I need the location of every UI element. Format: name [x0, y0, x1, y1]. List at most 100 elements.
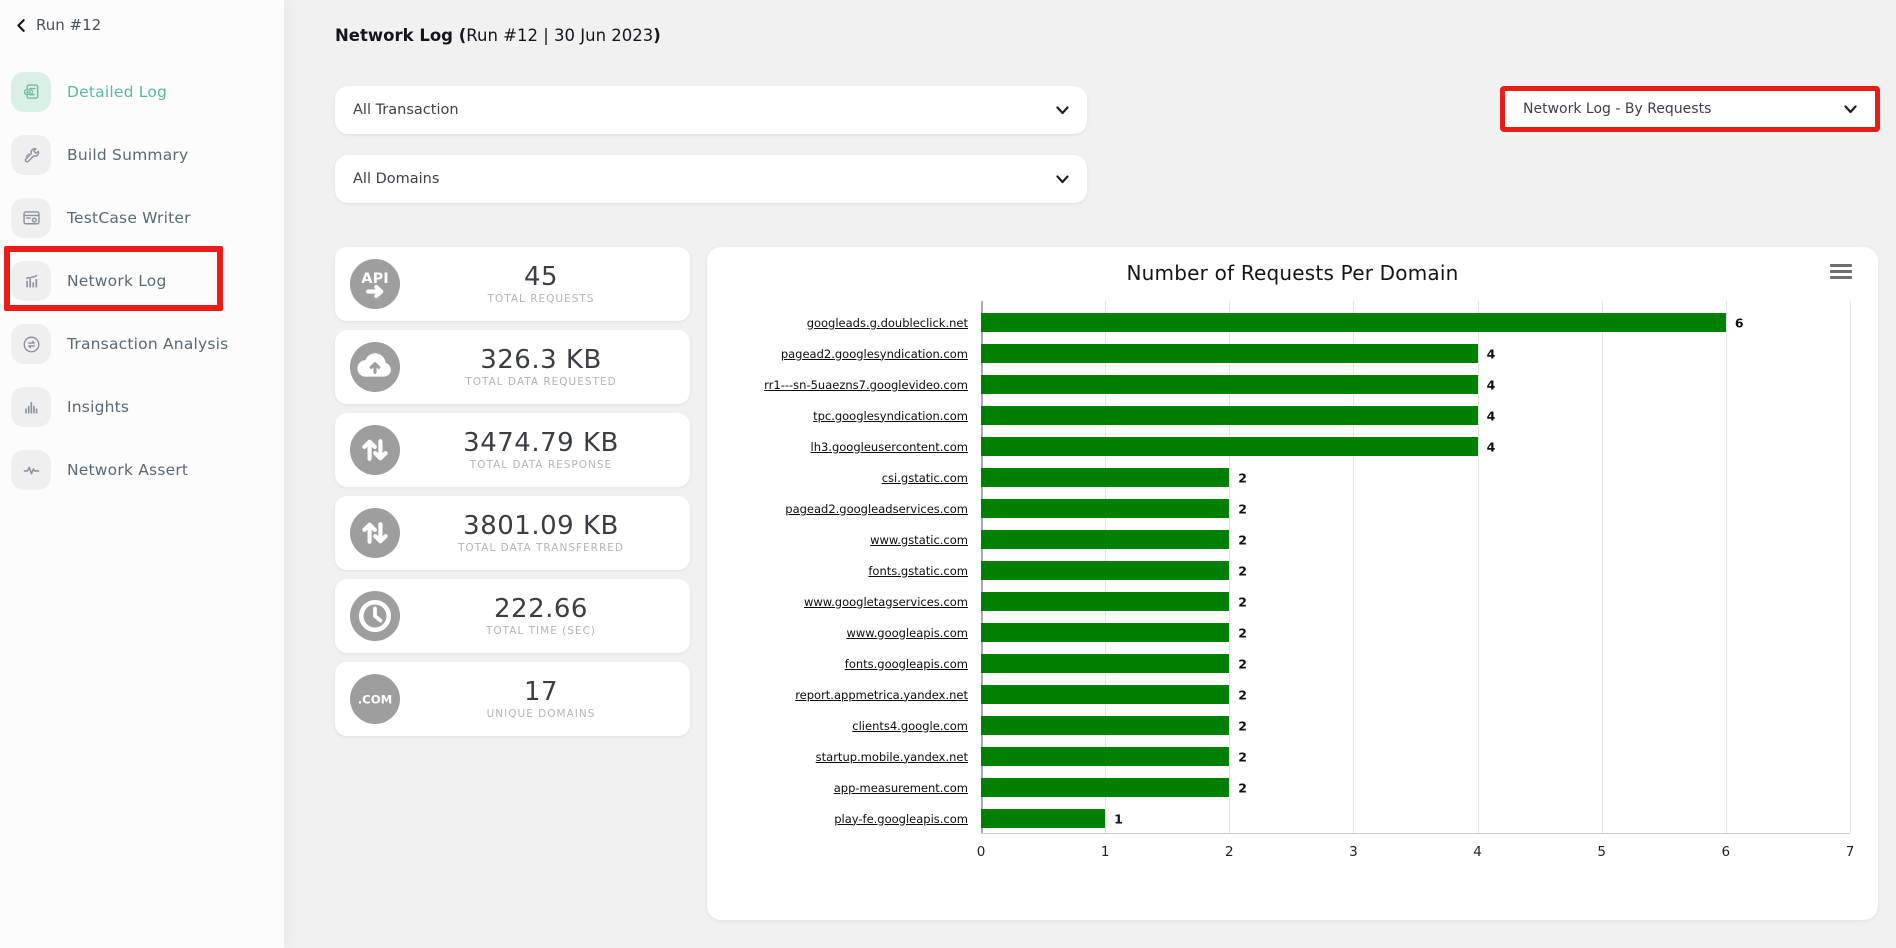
- bar-value-label: 2: [1238, 625, 1247, 640]
- log-document-icon: [11, 72, 51, 112]
- sidebar-item-detailed-log[interactable]: Detailed Log: [11, 72, 274, 112]
- domain-label[interactable]: app-measurement.com: [833, 780, 968, 795]
- sidebar-nav: Detailed Log Build Summary TestCase Writ…: [11, 72, 274, 513]
- gridline: [1850, 301, 1851, 833]
- stat-text: 17 UNIQUE DOMAINS: [400, 678, 690, 721]
- domain-label[interactable]: startup.mobile.yandex.net: [815, 749, 968, 764]
- main-content: Network Log (Run #12 | 30 Jun 2023) All …: [284, 0, 1896, 948]
- stat-card-total-requests: API 45 TOTAL REQUESTS: [335, 247, 690, 321]
- back-chevron-icon: [14, 18, 29, 33]
- stat-value: 326.3 KB: [480, 344, 602, 375]
- stat-label: TOTAL REQUESTS: [487, 293, 595, 306]
- bar-track: 2: [981, 772, 1850, 803]
- transaction-filter-value: All Transaction: [353, 102, 459, 118]
- chart-row: fonts.googleapis.com 2: [731, 648, 1850, 679]
- wrench-icon: [11, 135, 51, 175]
- stat-text: 45 TOTAL REQUESTS: [400, 263, 690, 306]
- domain-label[interactable]: tpc.googlesyndication.com: [813, 408, 968, 423]
- bar-value-label: 2: [1238, 749, 1247, 764]
- back-link[interactable]: Run #12: [14, 16, 101, 34]
- view-mode-select[interactable]: Network Log - By Requests: [1505, 91, 1875, 127]
- domain-label[interactable]: play-fe.googleapis.com: [834, 811, 968, 826]
- x-tick-label: 7: [1845, 844, 1855, 860]
- chart-card: Number of Requests Per Domain googleads.…: [707, 247, 1878, 920]
- sync-arrows-icon: [11, 324, 51, 364]
- stat-text: 3474.79 KB TOTAL DATA RESPONSE: [400, 429, 690, 472]
- clock-icon: [350, 591, 400, 641]
- stat-value: 45: [523, 261, 559, 292]
- domain-label[interactable]: www.gstatic.com: [870, 532, 968, 547]
- domain-label[interactable]: clients4.google.com: [852, 718, 968, 733]
- sidebar-item-label: Insights: [67, 398, 130, 416]
- svg-text:API: API: [361, 270, 388, 287]
- bar-track: 2: [981, 555, 1850, 586]
- bar-value-label: 2: [1238, 594, 1247, 609]
- bar-track: 4: [981, 431, 1850, 462]
- dot-com-icon: .COM: [350, 674, 400, 724]
- sidebar-item-build-summary[interactable]: Build Summary: [11, 135, 274, 175]
- x-tick-label: 1: [1100, 844, 1110, 860]
- bar-value-label: 4: [1486, 439, 1496, 454]
- domain-label[interactable]: pagead2.googlesyndication.com: [780, 346, 968, 361]
- arrows-up-down-icon: [350, 508, 400, 558]
- domain-filter-select[interactable]: All Domains: [335, 155, 1087, 203]
- transaction-filter-select[interactable]: All Transaction: [335, 86, 1087, 134]
- chart-row: clients4.google.com 2: [731, 710, 1850, 741]
- bar-value-label: 2: [1238, 687, 1247, 702]
- chart-row: fonts.gstatic.com 2: [731, 555, 1850, 586]
- domain-label[interactable]: www.googletagservices.com: [803, 594, 968, 609]
- bar-value-label: 2: [1238, 563, 1247, 578]
- sidebar-item-label: Network Log: [67, 272, 167, 290]
- request-bar: [981, 809, 1106, 828]
- request-bar: [981, 375, 1478, 394]
- gridline: [1725, 301, 1727, 833]
- bar-value-label: 2: [1238, 718, 1247, 733]
- bar-track: 1: [981, 803, 1850, 834]
- stat-card-unique-domains: .COM 17 UNIQUE DOMAINS: [335, 662, 690, 736]
- domain-label[interactable]: fonts.googleapis.com: [844, 656, 968, 671]
- chart-row: play-fe.googleapis.com 1: [731, 803, 1850, 834]
- request-bar: [981, 313, 1726, 332]
- view-mode-value: Network Log - By Requests: [1523, 101, 1712, 117]
- request-bar: [981, 623, 1230, 642]
- request-bar: [981, 406, 1478, 425]
- x-tick-label: 6: [1721, 844, 1731, 860]
- sidebar-item-network-assert[interactable]: Network Assert: [11, 450, 274, 490]
- request-bar: [981, 437, 1478, 456]
- page-title-detail: Run #12 | 30 Jun 2023: [466, 26, 654, 45]
- request-bar: [981, 592, 1230, 611]
- gridline: [1353, 301, 1355, 833]
- domain-label[interactable]: report.appmetrica.yandex.net: [795, 687, 968, 702]
- bar-track: 2: [981, 648, 1850, 679]
- gridline: [1229, 301, 1231, 833]
- sidebar: Run #12 Detailed Log Build Summary TestC…: [0, 0, 284, 948]
- domain-label[interactable]: pagead2.googleadservices.com: [785, 501, 968, 516]
- request-bar: [981, 716, 1230, 735]
- sidebar-item-label: Detailed Log: [67, 83, 168, 101]
- bar-track: 6: [981, 307, 1850, 338]
- domain-label[interactable]: fonts.gstatic.com: [868, 563, 968, 578]
- x-tick-label: 4: [1473, 844, 1482, 860]
- stat-card-total-time-sec-: 222.66 TOTAL TIME (SEC): [335, 579, 690, 653]
- sidebar-item-label: Network Assert: [67, 461, 189, 479]
- stat-label: UNIQUE DOMAINS: [486, 708, 596, 721]
- chevron-down-icon: [1056, 105, 1069, 114]
- sidebar-item-transaction-analysis[interactable]: Transaction Analysis: [11, 324, 274, 364]
- domain-label[interactable]: www.googleapis.com: [846, 625, 968, 640]
- domain-label[interactable]: googleads.g.doubleclick.net: [806, 315, 968, 330]
- sidebar-item-label: Build Summary: [67, 146, 189, 164]
- sidebar-item-testcase-writer[interactable]: TestCase Writer: [11, 198, 274, 238]
- stat-label: TOTAL TIME (SEC): [485, 625, 596, 638]
- bar-track: 2: [981, 462, 1850, 493]
- chart-row: lh3.googleusercontent.com 4: [731, 431, 1850, 462]
- sidebar-item-insights[interactable]: Insights: [11, 387, 274, 427]
- bar-track: 2: [981, 741, 1850, 772]
- domain-label[interactable]: rr1---sn-5uaezns7.googlevideo.com: [764, 377, 968, 392]
- chart-row: csi.gstatic.com 2: [731, 462, 1850, 493]
- chart-rows: googleads.g.doubleclick.net 6 pagead2.go…: [731, 307, 1850, 834]
- domain-label[interactable]: lh3.googleusercontent.com: [810, 439, 968, 454]
- domain-label[interactable]: csi.gstatic.com: [881, 470, 968, 485]
- chart-menu-icon[interactable]: [1830, 264, 1852, 282]
- sidebar-item-network-log[interactable]: Network Log: [11, 261, 274, 301]
